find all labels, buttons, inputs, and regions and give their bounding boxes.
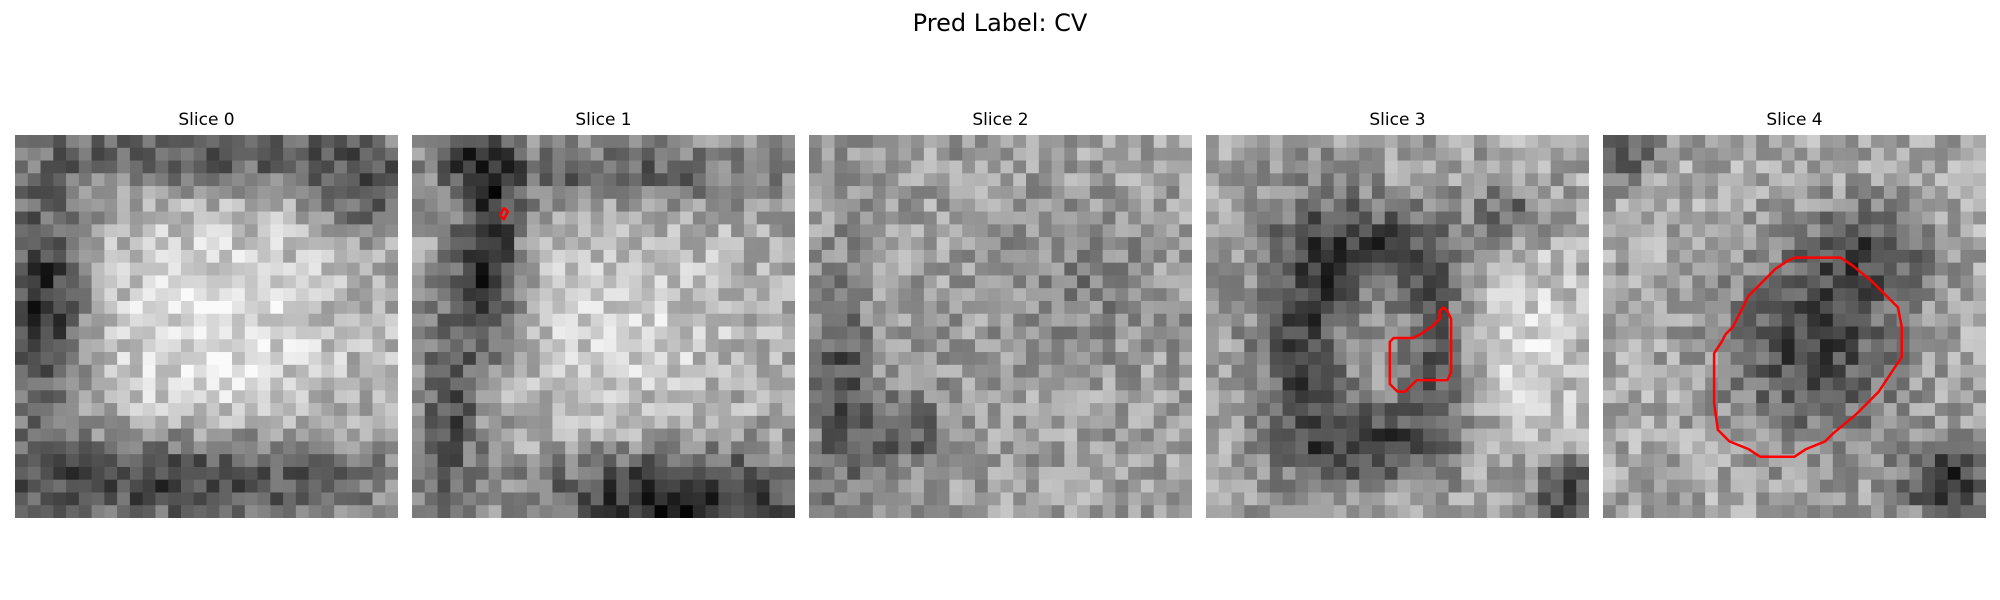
slice-image-1 bbox=[412, 135, 795, 518]
segmentation-contour bbox=[1388, 306, 1453, 393]
slice-panel-2: Slice 2 bbox=[809, 108, 1192, 518]
pixel-grid bbox=[1603, 135, 1986, 518]
slice-image-0 bbox=[15, 135, 398, 518]
slice-image-2 bbox=[809, 135, 1192, 518]
slice-panel-3: Slice 3 bbox=[1206, 108, 1589, 518]
slice-title: Slice 2 bbox=[972, 110, 1029, 130]
segmentation-contour bbox=[1712, 256, 1903, 458]
pixel-grid bbox=[809, 135, 1192, 518]
pixel-grid bbox=[15, 135, 398, 518]
segmentation-contour bbox=[498, 206, 510, 221]
slice-title: Slice 1 bbox=[575, 110, 632, 130]
slice-image-3 bbox=[1206, 135, 1589, 518]
figure-title: Pred Label: CV bbox=[912, 9, 1088, 37]
slice-panel-4: Slice 4 bbox=[1603, 108, 1986, 518]
slice-panel-1: Slice 1 bbox=[412, 108, 795, 518]
pixel-grid bbox=[1206, 135, 1589, 518]
slice-image-4 bbox=[1603, 135, 1986, 518]
slice-title: Slice 3 bbox=[1369, 110, 1426, 130]
slice-panel-0: Slice 0 bbox=[15, 108, 398, 518]
pixel-grid bbox=[412, 135, 795, 518]
slice-title: Slice 0 bbox=[178, 110, 235, 130]
slice-title: Slice 4 bbox=[1766, 110, 1823, 130]
